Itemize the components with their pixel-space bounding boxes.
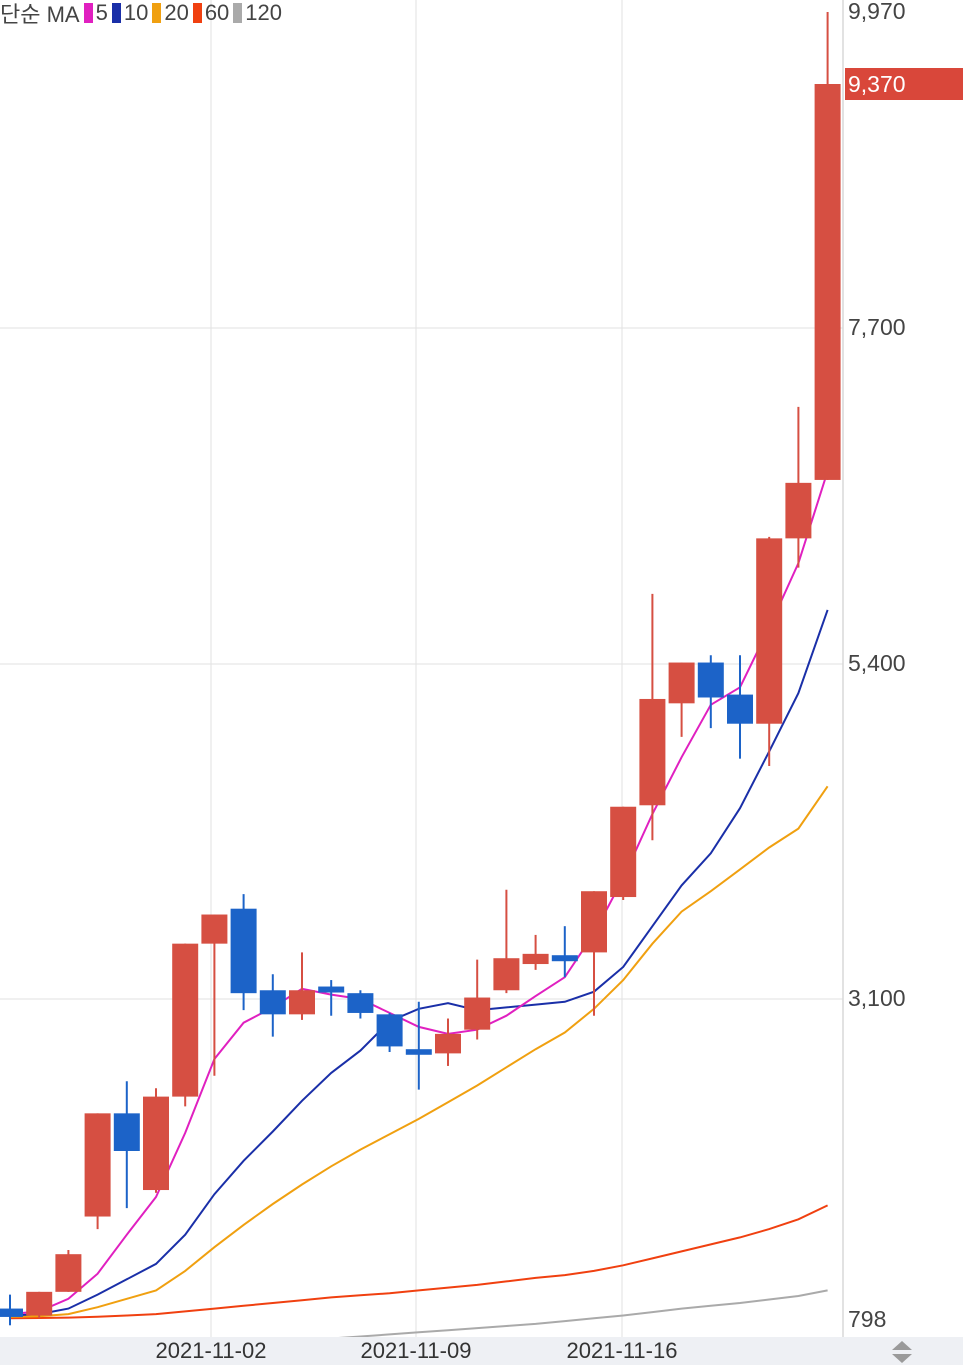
candle-body[interactable] (668, 662, 695, 704)
candle-body[interactable] (639, 698, 666, 806)
legend-title: 단순 MA (0, 2, 80, 27)
y-axis-label-max: 9,970 (848, 0, 906, 24)
y-axis-label: 7,700 (848, 314, 906, 340)
candle-body[interactable] (113, 1113, 140, 1151)
x-axis-label: 2021-11-09 (360, 1338, 472, 1363)
candle-body[interactable] (464, 997, 491, 1030)
ma-legend: 단순 MA 5 10 20 60 120 (0, 0, 283, 27)
x-axis-label: 2021-11-16 (566, 1338, 678, 1363)
legend-swatch-ma60 (192, 3, 202, 23)
candle-body[interactable] (405, 1049, 432, 1055)
candle-body[interactable] (697, 662, 724, 698)
candle-body[interactable] (347, 993, 374, 1013)
legend-label-ma20: 20 (164, 0, 189, 25)
candle-body[interactable] (201, 914, 228, 944)
candle-body[interactable] (230, 908, 257, 994)
legend-swatch-ma120 (233, 3, 243, 23)
candle-body[interactable] (259, 990, 286, 1015)
candle-body[interactable] (581, 891, 607, 953)
last-price-badge: 9,370 (845, 68, 963, 100)
candle-body[interactable] (493, 958, 520, 991)
legend-swatch-ma5 (83, 3, 93, 23)
candle-body[interactable] (551, 955, 578, 962)
x-axis-bar[interactable] (0, 1337, 963, 1365)
legend-label-ma10: 10 (123, 0, 149, 25)
candle-body[interactable] (55, 1254, 82, 1292)
y-axis-label: 5,400 (848, 650, 906, 676)
candle-body[interactable] (727, 694, 753, 724)
ma-line-ma20 (9, 785, 829, 1318)
candle-body[interactable] (172, 943, 199, 1097)
candle-body[interactable] (785, 482, 812, 539)
candle-body[interactable] (610, 806, 637, 898)
legend-label-ma5: 5 (95, 0, 108, 25)
resize-handle-icon[interactable] (888, 1338, 916, 1366)
candle-body[interactable] (289, 990, 315, 1015)
candle-body[interactable] (522, 953, 549, 965)
candle-body[interactable] (318, 986, 345, 993)
legend-swatch-ma10 (111, 3, 121, 23)
y-axis-label: 3,100 (848, 985, 906, 1011)
candle-body[interactable] (376, 1014, 403, 1047)
candle-body[interactable] (435, 1033, 461, 1054)
candle-body[interactable] (0, 1308, 23, 1317)
legend-swatch-ma20 (152, 3, 162, 23)
candle-body[interactable] (756, 538, 783, 724)
legend-label-ma60: 60 (204, 0, 230, 25)
ma-line-ma60 (9, 1204, 829, 1320)
x-axis-label: 2021-11-02 (155, 1338, 267, 1363)
legend-label-ma120: 120 (245, 0, 283, 25)
candle-body[interactable] (143, 1096, 169, 1191)
y-axis-label-min: 798 (848, 1306, 887, 1332)
candle-body[interactable] (84, 1113, 111, 1217)
ma-line-ma5 (9, 470, 829, 1316)
candle-body[interactable] (814, 84, 841, 480)
candle-body[interactable] (26, 1291, 53, 1316)
